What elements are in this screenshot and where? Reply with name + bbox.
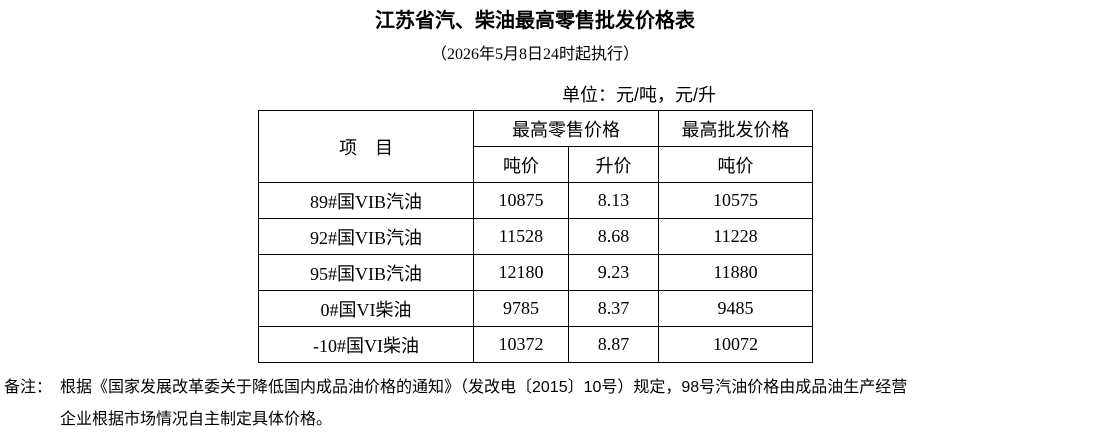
table-cell: 8.87 [568, 326, 659, 363]
table-cell: 11528 [473, 218, 569, 255]
table-cell: 11228 [658, 218, 813, 255]
table-cell: 11880 [658, 254, 813, 291]
price-table: 项 目 最高零售价格 最高批发价格 吨价 升价 吨价 89#国VIB汽油 1087… [258, 110, 813, 363]
table-cell: 9.23 [568, 254, 659, 291]
header-cell: 最高批发价格 [658, 110, 813, 147]
table-cell: 10072 [658, 326, 813, 363]
header-cell: 吨价 [473, 146, 569, 183]
note-line: 企业根据市场情况自主制定具体价格。 [60, 411, 333, 428]
table-row: 92#国VIB汽油 11528 8.68 11228 [258, 218, 813, 255]
table-cell: 9785 [473, 290, 569, 327]
table-row: 0#国VI柴油 9785 8.37 9485 [258, 290, 813, 327]
table-cell: -10#国VI柴油 [258, 326, 474, 363]
header-cell: 升价 [568, 146, 659, 183]
table-cell: 89#国VIB汽油 [258, 182, 474, 219]
table-row: 89#国VIB汽油 10875 8.13 10575 [258, 182, 813, 219]
note: 备注： 根据《国家发展改革委关于降低国内成品油价格的通知》（发改电〔2015〕1… [4, 372, 907, 436]
note-text: 根据《国家发展改革委关于降低国内成品油价格的通知》（发改电〔2015〕10号）规… [60, 372, 907, 436]
note-label: 备注： [4, 379, 53, 396]
header-cell: 吨价 [658, 146, 813, 183]
table-cell: 0#国VI柴油 [258, 290, 474, 327]
table-cell: 9485 [658, 290, 813, 327]
subtitle: （2026年5月8日24时起执行） [430, 46, 639, 63]
table-cell: 92#国VIB汽油 [258, 218, 474, 255]
title: 江苏省汽、柴油最高零售批发价格表 [375, 10, 695, 32]
table-cell: 8.13 [568, 182, 659, 219]
note-line: 根据《国家发展改革委关于降低国内成品油价格的通知》（发改电〔2015〕10号）规… [60, 379, 908, 396]
header-cell: 项 目 [258, 110, 474, 183]
table-cell: 10372 [473, 326, 569, 363]
header-cell: 最高零售价格 [473, 110, 659, 147]
table-cell: 8.68 [568, 218, 659, 255]
unit: 单位：元/吨，元/升 [561, 85, 716, 105]
table-row: 95#国VIB汽油 12180 9.23 11880 [258, 254, 813, 291]
table-cell: 10875 [473, 182, 569, 219]
table-cell: 8.37 [568, 290, 659, 327]
table-cell: 12180 [473, 254, 569, 291]
table-row: -10#国VI柴油 10372 8.87 10072 [258, 326, 813, 363]
table-cell: 10575 [658, 182, 813, 219]
table-cell: 95#国VIB汽油 [258, 254, 474, 291]
